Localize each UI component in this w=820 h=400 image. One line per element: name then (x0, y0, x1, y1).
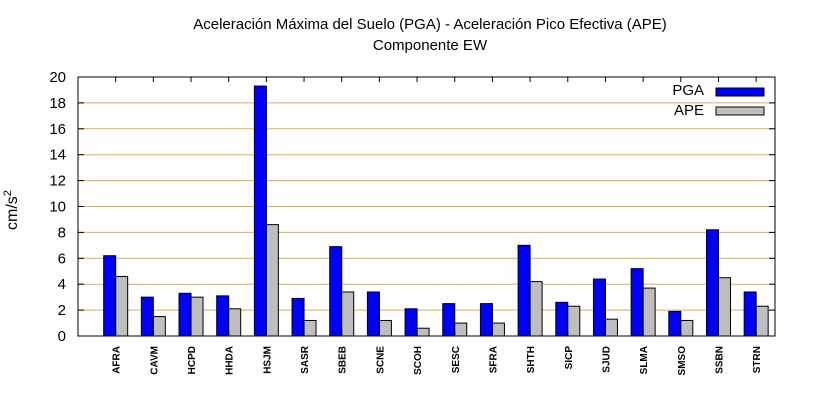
bar-pga-hcpd (178, 292, 192, 337)
bar-ape-scne (378, 319, 392, 337)
bar-ape-sasr (303, 319, 317, 337)
bar-ape-sicp (567, 305, 581, 337)
chart-subtitle: Componente EW (372, 37, 488, 54)
x-tick-label: SMSO (677, 346, 688, 376)
bar-ape-scoh (416, 327, 430, 337)
x-tick-label: SBEB (338, 346, 349, 374)
x-tick-label: SJUD (601, 346, 612, 373)
bar-pga-sicp (555, 301, 569, 337)
y-tick-label: 20 (49, 69, 66, 86)
bar-ape-shth (529, 281, 543, 337)
bar-ape-hcpd (190, 296, 204, 337)
bar-pga-strn (743, 291, 757, 337)
y-tick-label: 10 (49, 199, 66, 216)
bar-pga-ssbn (705, 229, 719, 337)
x-tick-label: AFRA (112, 346, 123, 374)
bar-pga-sjud (592, 278, 606, 337)
x-tick-label: HSJM (262, 346, 273, 374)
y-tick-label: 14 (49, 147, 66, 164)
x-tick-label: SHTH (526, 346, 537, 373)
bar-pga-shth (517, 244, 531, 337)
legend: PGA APE (672, 82, 765, 119)
y-tick-label: 18 (49, 95, 66, 112)
y-tick-label: 0 (58, 328, 66, 345)
x-tick-label: SICP (564, 346, 575, 370)
y-tick-label: 16 (49, 121, 66, 138)
bar-ape-ssbn (717, 277, 731, 337)
bar-ape-sfra (491, 322, 505, 337)
bar-pga-hsjm (253, 85, 267, 337)
bar-ape-cavm (152, 316, 166, 337)
x-tick-label: SLMA (639, 346, 650, 374)
bar-ape-hhda (228, 308, 242, 337)
legend-label-ape: APE (674, 102, 704, 119)
chart-title: Aceleración Máxima del Suelo (PGA) - Ace… (193, 16, 667, 33)
bar-pga-afra (103, 255, 117, 337)
bar-ape-sjud (604, 318, 618, 337)
x-tick-label: SCNE (375, 346, 386, 374)
bar-pga-scne (366, 291, 380, 337)
gridlines (78, 102, 775, 311)
bar-ape-sbeb (341, 291, 355, 337)
y-axis-label: cm/s2 (2, 190, 21, 230)
x-tick-label: SASR (300, 345, 311, 374)
x-tick-label: HHDA (225, 346, 236, 375)
y-tick-label: 8 (58, 224, 66, 241)
bar-ape-strn (755, 305, 769, 337)
bar-ape-slma (642, 287, 656, 337)
legend-swatch-ape (715, 106, 765, 116)
bars (103, 85, 769, 337)
x-tick-label: SCOH (413, 346, 424, 375)
bar-pga-cavm (140, 296, 154, 337)
x-tick-label: HCPD (187, 346, 198, 374)
legend-label-pga: PGA (672, 82, 704, 99)
x-tick-label: SFRA (488, 346, 499, 373)
x-tick-label: SESC (451, 346, 462, 373)
bar-pga-scoh (404, 308, 418, 337)
ticks (78, 76, 775, 337)
bar-pga-slma (630, 268, 644, 337)
x-tick-label: SSBN (714, 346, 725, 374)
legend-swatch-pga (715, 87, 765, 97)
x-tick-label: CAVM (149, 346, 160, 375)
y-tick-label: 12 (49, 173, 66, 190)
bar-ape-hsjm (265, 224, 279, 337)
bar-pga-sfra (479, 303, 493, 337)
bar-pga-sbeb (329, 246, 343, 337)
y-tick-labels: 0 2 4 6 8 10 12 14 16 18 20 (49, 69, 66, 345)
x-tick-labels: AFRA CAVM HCPD HHDA HSJM SASR SBEB SCNE SCOH SESC… (112, 345, 763, 375)
bar-pga-smso (668, 310, 682, 337)
y-tick-label: 2 (58, 302, 66, 319)
bar-pga-sesc (442, 303, 456, 337)
bar-pga-sasr (291, 297, 305, 337)
bar-ape-smso (680, 319, 694, 337)
bar-ape-sesc (454, 322, 468, 337)
x-tick-label: STRN (752, 346, 763, 373)
bar-pga-hhda (216, 295, 230, 337)
bar-ape-afra (115, 275, 129, 337)
y-tick-label: 6 (58, 250, 66, 267)
y-tick-label: 4 (58, 276, 66, 293)
